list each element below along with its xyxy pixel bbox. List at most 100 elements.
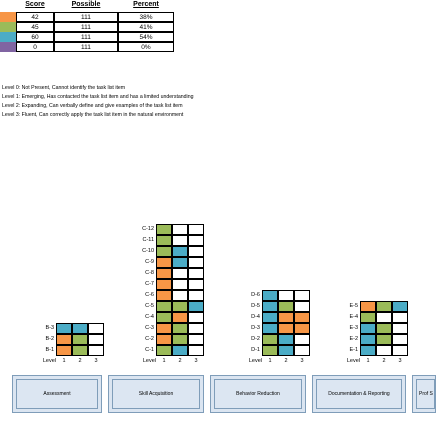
level-cell bbox=[156, 323, 172, 334]
level-cell bbox=[360, 301, 376, 312]
level-cell bbox=[294, 301, 310, 312]
behavior-reduction-button-label: Behavior Reduction bbox=[214, 379, 302, 409]
row-label: C-8 bbox=[145, 270, 154, 276]
row-label: B-2 bbox=[45, 336, 54, 342]
level-cell bbox=[172, 323, 188, 334]
level-cell bbox=[188, 235, 204, 246]
documentation-reporting-button-label: Documentation & Reporting bbox=[316, 379, 402, 409]
level-tick: 1 bbox=[162, 358, 166, 364]
legend-level-0: Level 0: Not Present, Cannot identify th… bbox=[2, 85, 126, 91]
level-cell bbox=[360, 345, 376, 356]
row-label: D-4 bbox=[251, 314, 260, 320]
row-label: C-5 bbox=[145, 303, 154, 309]
percent-cell: 54% bbox=[118, 32, 174, 42]
row-label: D-2 bbox=[251, 336, 260, 342]
level-cell bbox=[360, 323, 376, 334]
possible-cell: 111 bbox=[54, 22, 118, 32]
level-cell bbox=[262, 345, 278, 356]
level-axis-label: Level bbox=[142, 358, 156, 364]
percent-cell: 41% bbox=[118, 22, 174, 32]
skill-acquisition-button[interactable]: Skill Acquisition bbox=[108, 375, 204, 413]
header-possible: Possible bbox=[71, 1, 101, 8]
level-cell bbox=[294, 345, 310, 356]
row-label: E-1 bbox=[349, 347, 358, 353]
level-cell bbox=[294, 290, 310, 301]
percent-cell: 0% bbox=[118, 42, 174, 52]
professional-standards-button-label: Prof S bbox=[416, 379, 435, 409]
level-axis-label: Level bbox=[346, 358, 360, 364]
legend-level-2: Level 2: Expanding, Can verbally define … bbox=[2, 103, 183, 109]
row-label: E-5 bbox=[349, 303, 358, 309]
level-tick: 3 bbox=[194, 358, 198, 364]
level-cell bbox=[88, 323, 104, 334]
professional-standards-button[interactable]: Prof S bbox=[412, 375, 436, 413]
assessment-button[interactable]: Assessment bbox=[12, 375, 102, 413]
level-cell bbox=[172, 268, 188, 279]
level-cell bbox=[278, 312, 294, 323]
legend-level-3: Level 3: Fluent, Can correctly apply the… bbox=[2, 112, 184, 118]
level-axis: Level 1 2 3 bbox=[36, 358, 104, 364]
level-cell bbox=[188, 345, 204, 356]
level-tick: 2 bbox=[78, 358, 82, 364]
level-cell bbox=[156, 235, 172, 246]
level-tick: 1 bbox=[366, 358, 370, 364]
score-cell: 45 bbox=[16, 22, 54, 32]
score-cell: 42 bbox=[16, 12, 54, 22]
level-cell bbox=[156, 301, 172, 312]
level-cell bbox=[188, 279, 204, 290]
score-cell: 60 bbox=[16, 32, 54, 42]
level-cell bbox=[188, 323, 204, 334]
level-cell bbox=[278, 334, 294, 345]
level-cell bbox=[172, 279, 188, 290]
level-cell bbox=[172, 290, 188, 301]
level-cell bbox=[172, 334, 188, 345]
level-cell bbox=[188, 224, 204, 235]
level-cell bbox=[262, 323, 278, 334]
level-cell bbox=[188, 246, 204, 257]
level-cell bbox=[156, 290, 172, 301]
legend-level-1: Level 1: Emerging, Has contacted the tas… bbox=[2, 94, 194, 100]
assessment-button-label: Assessment bbox=[16, 379, 98, 409]
level-cell bbox=[56, 345, 72, 356]
level-cell bbox=[156, 257, 172, 268]
level-cell bbox=[376, 345, 392, 356]
level-cell bbox=[392, 301, 408, 312]
level-cell bbox=[156, 279, 172, 290]
level-cell bbox=[262, 334, 278, 345]
row-label: B-1 bbox=[45, 347, 54, 353]
level-cell bbox=[294, 323, 310, 334]
level-cell bbox=[88, 334, 104, 345]
documentation-reporting-button[interactable]: Documentation & Reporting bbox=[312, 375, 406, 413]
level-cell bbox=[172, 257, 188, 268]
level-axis: Level 1 2 3 bbox=[118, 358, 204, 364]
color-swatch bbox=[0, 32, 17, 42]
row-label: D-3 bbox=[251, 325, 260, 331]
level-cell bbox=[294, 312, 310, 323]
color-swatch bbox=[0, 12, 17, 22]
row-label: C-3 bbox=[145, 325, 154, 331]
level-cell bbox=[392, 345, 408, 356]
row-label: E-2 bbox=[349, 336, 358, 342]
level-cell bbox=[156, 224, 172, 235]
level-cell bbox=[156, 312, 172, 323]
level-cell bbox=[262, 290, 278, 301]
percent-cell: 38% bbox=[118, 12, 174, 22]
score-cell: 0 bbox=[16, 42, 54, 52]
level-cell bbox=[262, 301, 278, 312]
level-cell bbox=[172, 246, 188, 257]
level-cell bbox=[88, 345, 104, 356]
level-tick: 3 bbox=[94, 358, 98, 364]
level-cell bbox=[172, 345, 188, 356]
level-cell bbox=[188, 257, 204, 268]
level-cell bbox=[376, 301, 392, 312]
row-label: C-7 bbox=[145, 281, 154, 287]
level-cell bbox=[392, 323, 408, 334]
level-cell bbox=[278, 345, 294, 356]
level-cell bbox=[360, 334, 376, 345]
row-label: B-3 bbox=[45, 325, 54, 331]
level-axis-label: Level bbox=[248, 358, 262, 364]
level-tick: 2 bbox=[284, 358, 288, 364]
level-cell bbox=[56, 334, 72, 345]
level-cell bbox=[72, 334, 88, 345]
behavior-reduction-button[interactable]: Behavior Reduction bbox=[210, 375, 306, 413]
